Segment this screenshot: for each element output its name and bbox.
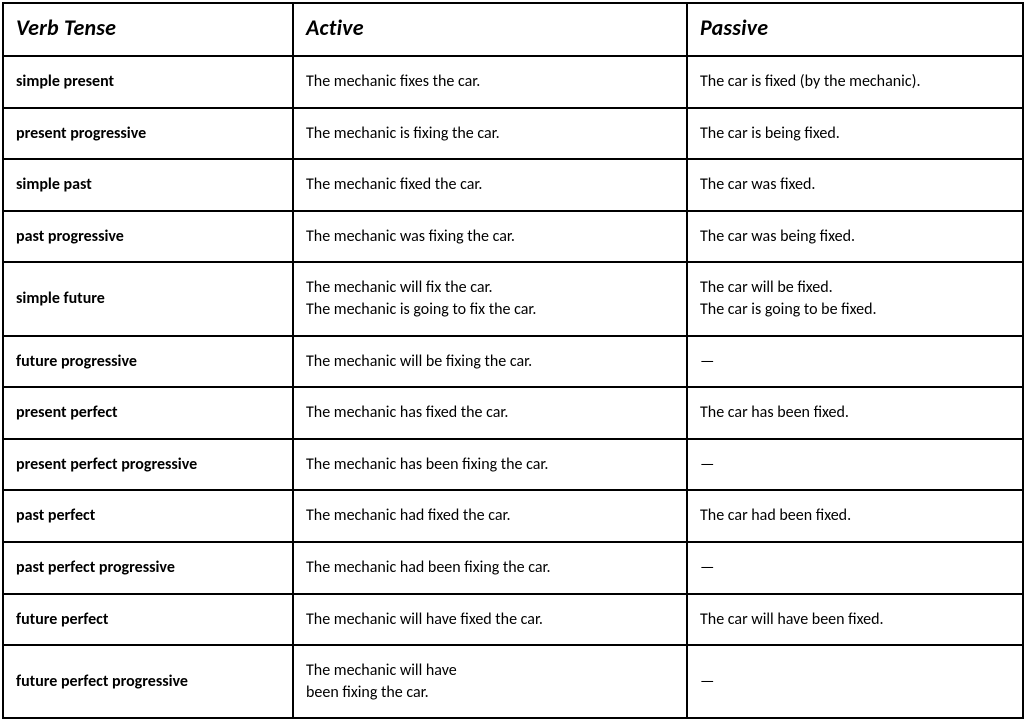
cell-active: The mechanic fixes the car.	[293, 56, 687, 108]
cell-passive-line: —	[700, 351, 1010, 373]
cell-passive: The car was fixed.	[687, 159, 1023, 211]
cell-passive-line: The car had been fixed.	[700, 505, 1010, 527]
cell-tense: simple past	[3, 159, 293, 211]
cell-passive-line: The car will be fixed.	[700, 277, 1010, 299]
col-header-passive: Passive	[687, 3, 1023, 56]
cell-passive-line: —	[700, 454, 1010, 476]
table-row: past progressive The mechanic was fixing …	[3, 211, 1023, 263]
cell-passive-line: The car was fixed.	[700, 174, 1010, 196]
cell-passive-line: The car will have been fixed.	[700, 609, 1010, 631]
cell-active: The mechanic will havebeen fixing the ca…	[293, 645, 687, 718]
cell-passive: The car is being fixed.	[687, 108, 1023, 160]
cell-active: The mechanic had been fixing the car.	[293, 542, 687, 594]
cell-active-line: The mechanic will be fixing the car.	[306, 351, 674, 373]
table-row: future progressive The mechanic will be f…	[3, 336, 1023, 388]
table-row: simple present The mechanic fixes the car…	[3, 56, 1023, 108]
cell-active-line: The mechanic will have	[306, 660, 674, 682]
cell-tense: future perfect	[3, 594, 293, 646]
cell-tense: past perfect progressive	[3, 542, 293, 594]
cell-passive: The car is fixed (by the mechanic).	[687, 56, 1023, 108]
cell-passive-line: The car was being fixed.	[700, 226, 1010, 248]
table-row: present perfect The mechanic has fixed th…	[3, 387, 1023, 439]
cell-active: The mechanic fixed the car.	[293, 159, 687, 211]
cell-tense: present perfect progressive	[3, 439, 293, 491]
cell-tense: present perfect	[3, 387, 293, 439]
cell-tense: past progressive	[3, 211, 293, 263]
verb-tense-table: Verb Tense Active Passive simple present…	[2, 2, 1024, 719]
cell-passive: The car was being fixed.	[687, 211, 1023, 263]
table-row: past perfect The mechanic had fixed the c…	[3, 490, 1023, 542]
cell-active: The mechanic is fixing the car.	[293, 108, 687, 160]
cell-passive: The car has been fixed.	[687, 387, 1023, 439]
cell-active: The mechanic will fix the car.The mechan…	[293, 262, 687, 335]
cell-passive-line: The car is being fixed.	[700, 123, 1010, 145]
cell-active-line: The mechanic is going to fix the car.	[306, 299, 674, 321]
cell-tense: future perfect progressive	[3, 645, 293, 718]
cell-active: The mechanic will have fixed the car.	[293, 594, 687, 646]
cell-active-line: The mechanic will have fixed the car.	[306, 609, 674, 631]
cell-active-line: been fixing the car.	[306, 682, 674, 704]
col-header-active: Active	[293, 3, 687, 56]
cell-active: The mechanic has been fixing the car.	[293, 439, 687, 491]
cell-active-line: The mechanic has been fixing the car.	[306, 454, 674, 476]
cell-passive: —	[687, 542, 1023, 594]
cell-active-line: The mechanic is fixing the car.	[306, 123, 674, 145]
cell-passive-line: The car is going to be fixed.	[700, 299, 1010, 321]
cell-active-line: The mechanic has fixed the car.	[306, 402, 674, 424]
cell-tense: future progressive	[3, 336, 293, 388]
cell-active: The mechanic was fixing the car.	[293, 211, 687, 263]
cell-passive: —	[687, 439, 1023, 491]
cell-active: The mechanic had fixed the car.	[293, 490, 687, 542]
cell-tense: present progressive	[3, 108, 293, 160]
cell-active: The mechanic has fixed the car.	[293, 387, 687, 439]
cell-tense: past perfect	[3, 490, 293, 542]
table-row: simple futureThe mechanic will fix the c…	[3, 262, 1023, 335]
cell-active-line: The mechanic had been fixing the car.	[306, 557, 674, 579]
cell-passive: —	[687, 645, 1023, 718]
table-row: future perfect The mechanic will have fix…	[3, 594, 1023, 646]
cell-passive: —	[687, 336, 1023, 388]
cell-passive: The car will have been fixed.	[687, 594, 1023, 646]
table-row: simple past The mechanic fixed the car. Th…	[3, 159, 1023, 211]
table-header-row: Verb Tense Active Passive	[3, 3, 1023, 56]
table-row: past perfect progressive The mechanic had…	[3, 542, 1023, 594]
cell-passive: The car had been fixed.	[687, 490, 1023, 542]
cell-active-line: The mechanic was fixing the car.	[306, 226, 674, 248]
cell-active: The mechanic will be fixing the car.	[293, 336, 687, 388]
cell-tense: simple present	[3, 56, 293, 108]
cell-passive-line: —	[700, 671, 1010, 693]
table-row: present progressive The mechanic is fixin…	[3, 108, 1023, 160]
cell-active-line: The mechanic fixes the car.	[306, 71, 674, 93]
cell-passive-line: —	[700, 557, 1010, 579]
table-row: present perfect progressive The mechanic …	[3, 439, 1023, 491]
cell-passive: The car will be fixed.The car is going t…	[687, 262, 1023, 335]
cell-active-line: The mechanic will fix the car.	[306, 277, 674, 299]
cell-active-line: The mechanic had fixed the car.	[306, 505, 674, 527]
col-header-tense: Verb Tense	[3, 3, 293, 56]
cell-passive-line: The car has been fixed.	[700, 402, 1010, 424]
cell-passive-line: The car is fixed (by the mechanic).	[700, 71, 1010, 93]
cell-active-line: The mechanic fixed the car.	[306, 174, 674, 196]
table-row: future perfect progressiveThe mechanic w…	[3, 645, 1023, 718]
table-body: simple present The mechanic fixes the car…	[3, 56, 1023, 718]
cell-tense: simple future	[3, 262, 293, 335]
